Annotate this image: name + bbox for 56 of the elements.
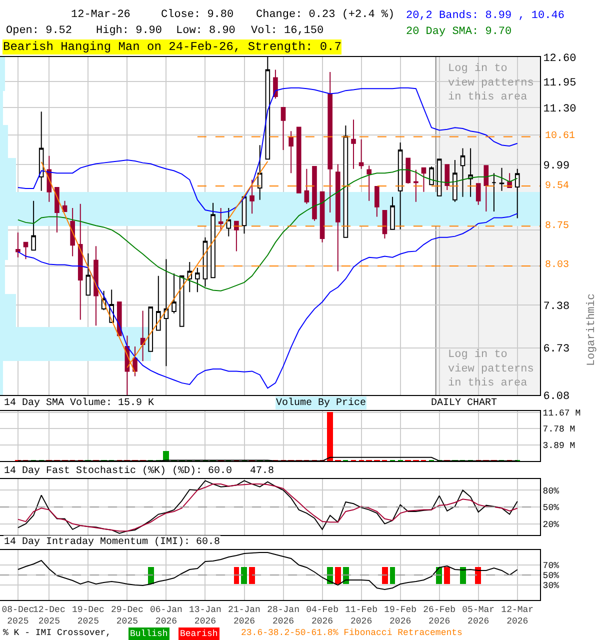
y-tick-label: 80%	[542, 486, 560, 496]
text: 12-Mar-26	[71, 9, 130, 21]
ref-line-label: 9.54	[545, 181, 570, 192]
x-tick-label: 28-Jan 2026	[267, 604, 300, 626]
y-tick-label: 11.95	[543, 77, 576, 90]
annotation: Log in to view patterns in this area	[448, 349, 534, 390]
text: 20 Day SMA: 9.70	[406, 26, 512, 38]
text: 23.6-38.2-50-61.8% Fibonacci Retracements	[241, 628, 462, 638]
y-tick-label: 50%	[542, 571, 560, 582]
y-tick-label: 7.38	[543, 300, 570, 313]
text: Volume By Price	[276, 397, 366, 409]
chart-title: 14 Day SMA Volume: 15.9 K	[4, 397, 154, 409]
y-tick-label: 12.60	[543, 52, 576, 65]
text: Close: 9.80	[161, 9, 234, 21]
text: 20,2 Bands: 8.99 , 10.46	[406, 10, 564, 22]
ref-line-label: 8.75	[545, 221, 570, 232]
chart-title: 14 Day Intraday Momentum (IMI): 60.8	[4, 536, 220, 548]
x-tick-label: 19-Feb 2026	[384, 604, 417, 626]
x-tick-label: 13-Jan 2026	[189, 604, 222, 626]
text: Bearish Hanging Man on 24-Feb-26, Strength: 0.7	[3, 40, 342, 54]
x-tick-label: 12-Dec 2025	[32, 604, 66, 626]
y-tick-label: 9.99	[543, 160, 570, 173]
text: Change: 0.23 (+2.4 %)	[256, 9, 395, 21]
ref-line-label: 10.61	[545, 131, 576, 142]
x-tick-label: 06-Jan 2026	[150, 604, 182, 626]
text: Bearish	[180, 629, 218, 639]
x-tick-label: 08-Dec 2025	[2, 604, 34, 626]
y-tick-label: 30%	[542, 581, 560, 592]
text: High: 9.90	[96, 25, 162, 37]
x-tick-label: 29-Dec 2025	[110, 604, 144, 626]
x-tick-label: 19-Dec 2025	[72, 604, 104, 626]
x-tick-label: 11-Feb 2026	[345, 604, 378, 626]
y-tick-label: 11.30	[543, 103, 576, 116]
x-tick-label: 05-Mar 2026	[462, 604, 495, 626]
y-tick-label: 11.67 M	[542, 408, 581, 419]
text: Vol: 16,150	[251, 25, 324, 37]
x-tick-label: 26-Feb 2026	[423, 604, 456, 626]
y-tick-label: 6.08	[543, 390, 570, 403]
y-tick-label: 70%	[542, 561, 560, 572]
text: Low: 8.90	[176, 25, 236, 37]
x-tick-label: 21-Jan 2026	[228, 604, 260, 626]
y-tick-label: 50%	[542, 503, 560, 514]
text: Logarithmic	[586, 293, 598, 366]
y-tick-label: 20%	[542, 520, 560, 530]
text: Open: 9.52	[6, 25, 72, 37]
y-tick-label: 6.73	[543, 344, 570, 356]
text: DAILY CHART	[431, 398, 498, 409]
annotation: Log in to view patterns in this area	[448, 63, 534, 104]
text: Bullish	[130, 629, 168, 639]
x-tick-label: 12-Mar 2026	[501, 604, 534, 626]
chart-title: 14 Day Fast Stochastic (%K) (%D): 60.0 47.8	[4, 465, 274, 477]
text: % K - IMI Crossover,	[3, 628, 112, 638]
y-tick-label: 3.89 M	[542, 440, 576, 451]
ref-line-label: 8.03	[545, 260, 570, 271]
y-tick-label: 7.78 M	[542, 424, 576, 435]
x-tick-label: 04-Feb 2026	[306, 604, 338, 626]
